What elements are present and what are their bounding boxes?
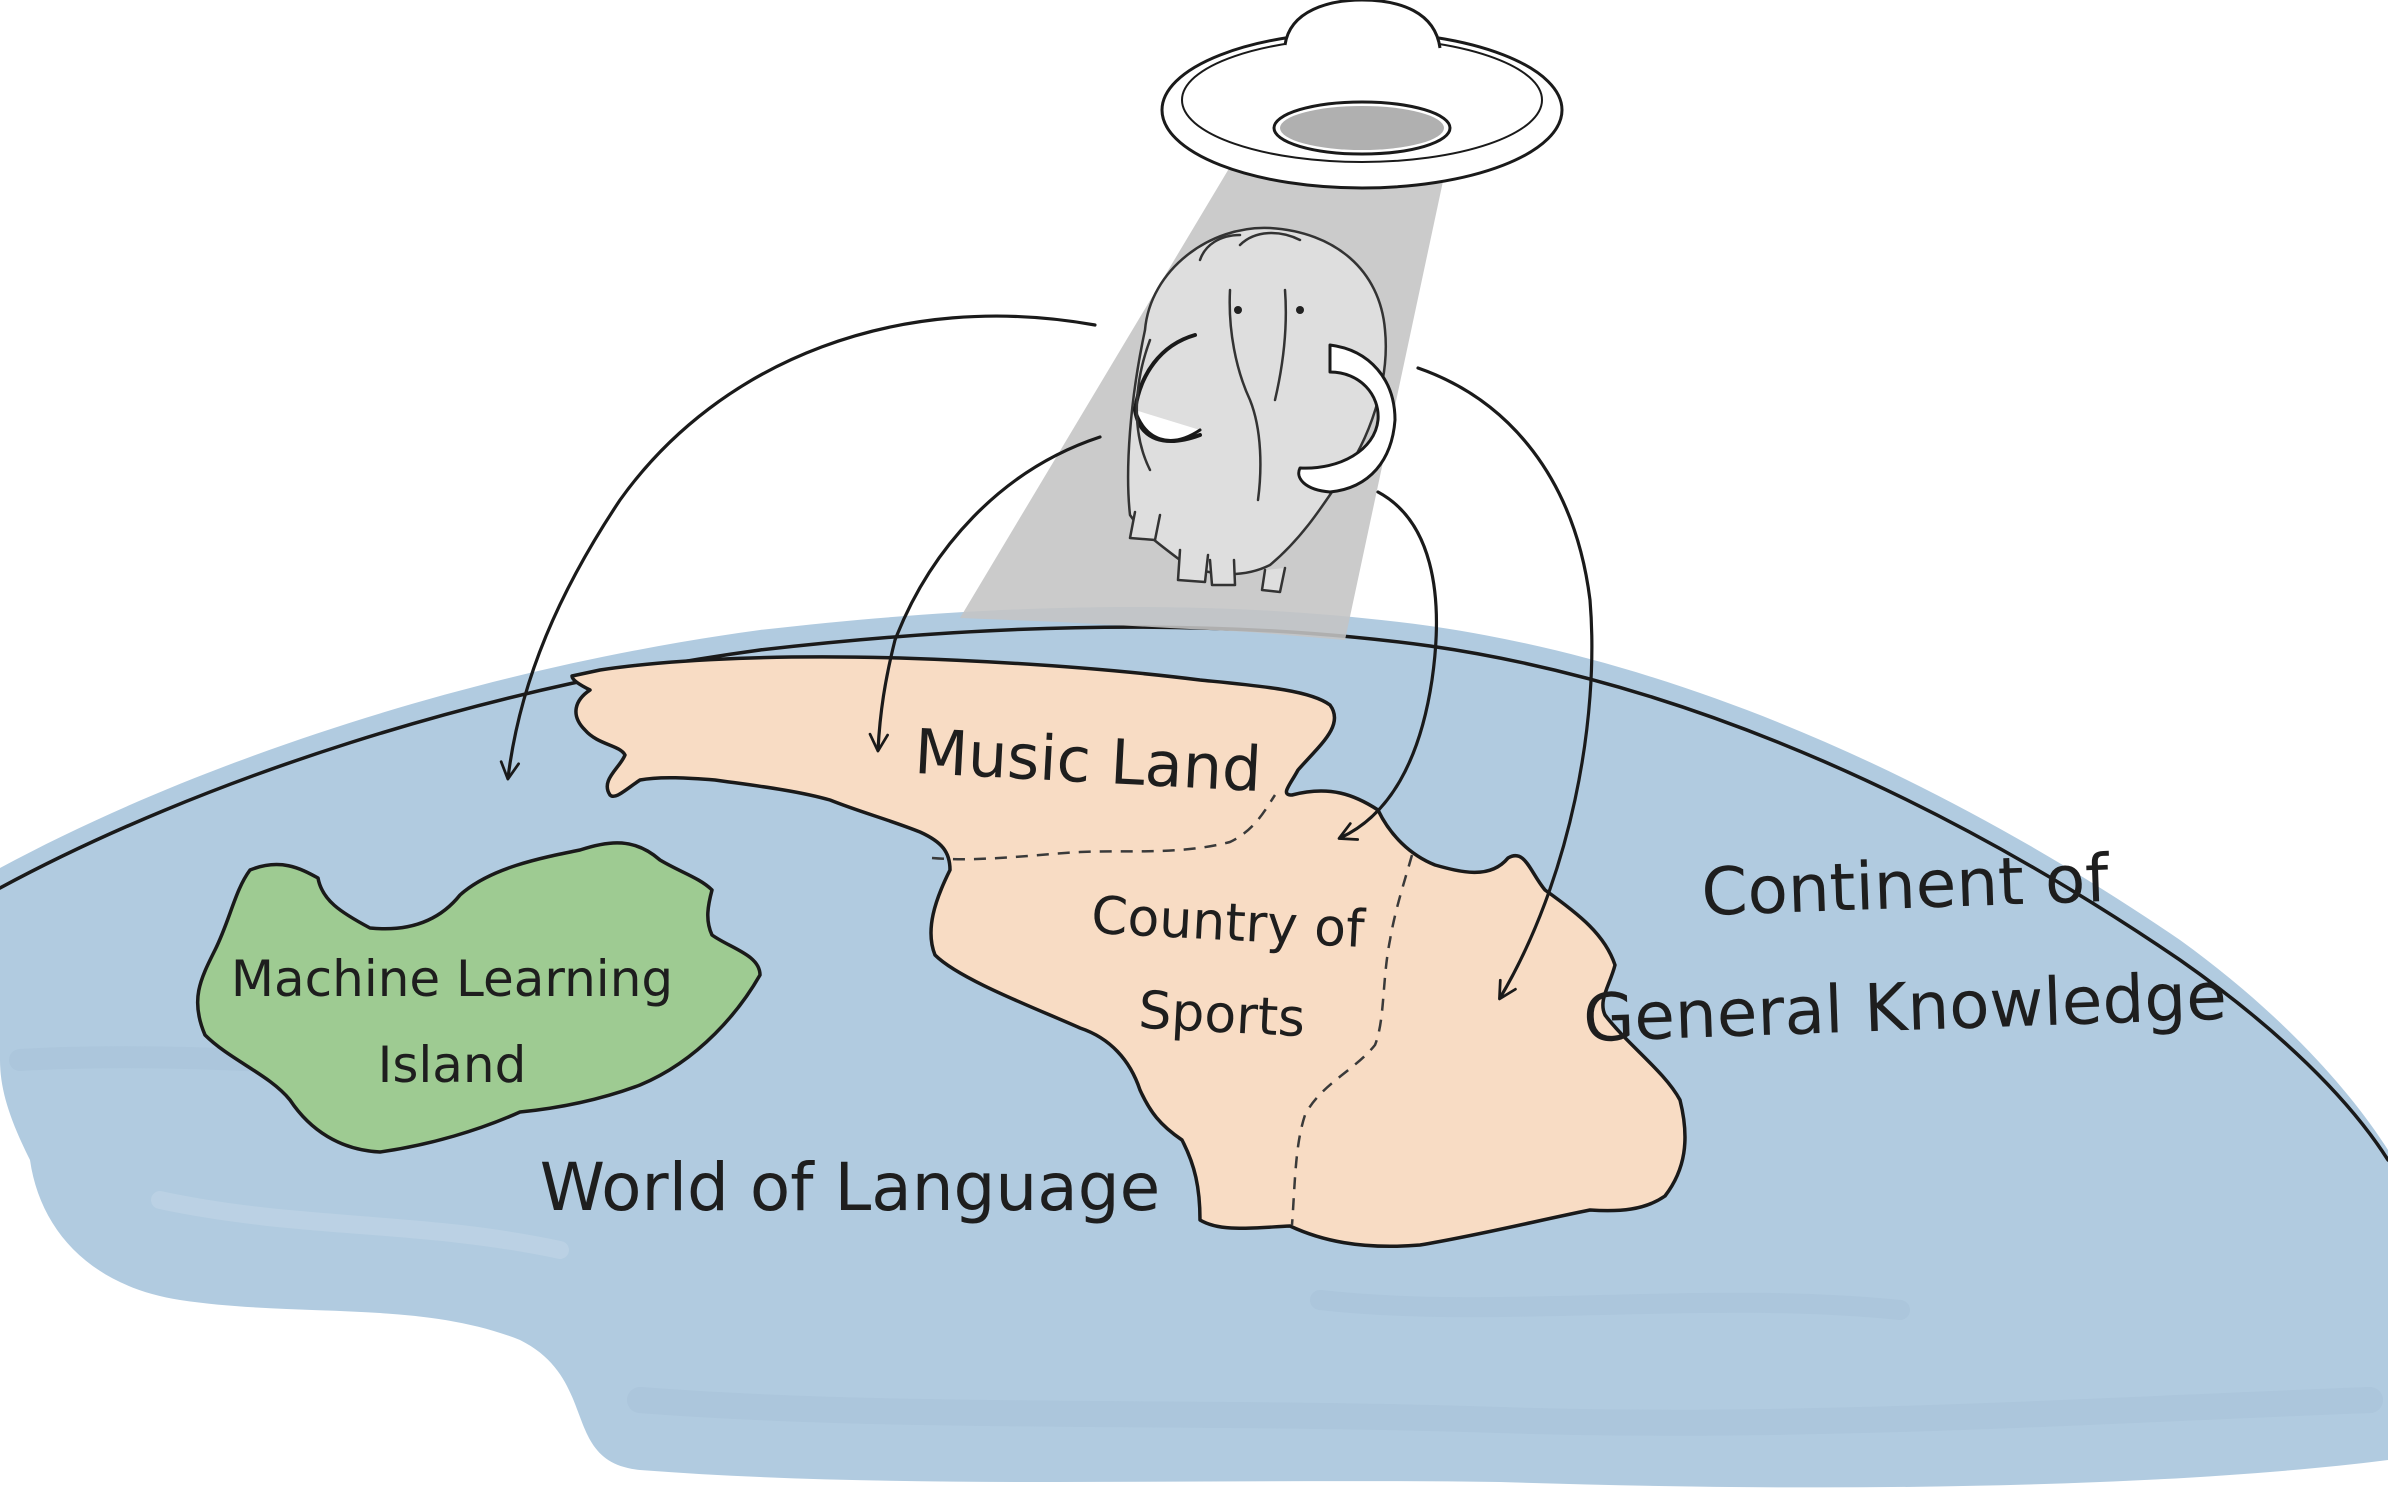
country-of-sports-label-line2: Sports: [1137, 981, 1307, 1050]
machine-learning-island: Machine Learning Island: [195, 841, 762, 1154]
music-sports-border: [931, 794, 1277, 861]
machine-learning-label-line1: Machine Learning: [231, 950, 673, 1008]
music-land-label: Music Land: [913, 715, 1264, 806]
machine-learning-label-line2: Island: [378, 1036, 527, 1094]
arrow-to-machine-learning: [499, 314, 1097, 781]
continent-of-general-knowledge: Music Land Country of Sports: [570, 655, 1687, 1249]
arrow-to-general-knowledge: [1416, 366, 1594, 1001]
arrow-to-music-land: [868, 435, 1102, 753]
world-of-language-label: World of Language: [540, 1149, 1160, 1226]
arrow-icon: [499, 314, 1594, 1001]
arrow-to-sports: [1337, 490, 1438, 841]
sports-general-border: [1290, 854, 1414, 1226]
country-of-sports-label-line1: Country of: [1090, 886, 1368, 960]
horizon-outline: [0, 625, 2388, 1162]
continent-of-general-knowledge-label-line1: Continent of: [1700, 840, 2111, 931]
ufo-icon: [1160, 0, 1564, 190]
mammoth-icon: [1126, 226, 1397, 594]
